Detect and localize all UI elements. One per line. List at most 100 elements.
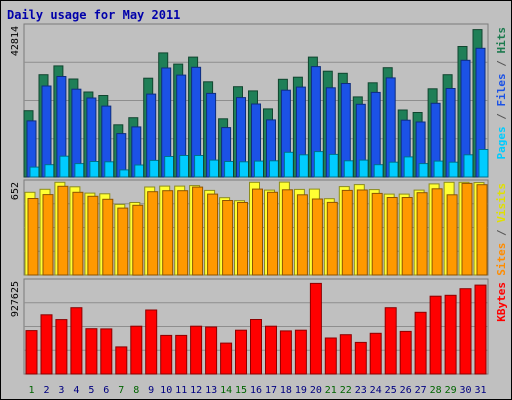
x-tick-label-day-23: 23 [355,385,367,396]
bar-kbytes-day-13 [205,326,218,375]
bar-sites-day-20 [311,198,323,276]
bar-pages-day-20 [313,151,324,178]
x-tick-label-day-31: 31 [474,385,486,396]
bar-sites-day-2 [42,194,54,276]
bar-sites-day-9 [147,191,159,276]
bar-kbytes-day-14 [220,342,233,375]
bar-pages-day-8 [134,164,145,178]
bar-kbytes-day-6 [100,328,113,375]
legend-entry: Visits [495,183,508,223]
x-tick-label-day-4: 4 [73,385,79,396]
x-tick-label-day-29: 29 [445,385,457,396]
bar-sites-day-24 [371,192,383,276]
bar-sites-day-3 [57,185,69,276]
bar-sites-day-18 [281,189,293,276]
bar-pages-day-28 [433,160,444,178]
bar-pages-day-25 [388,161,399,178]
bar-kbytes-day-23 [354,341,367,375]
legend-entry: / [495,54,508,74]
legend-entry: Files [495,73,508,106]
bar-pages-day-23 [358,159,369,178]
bar-sites-day-10 [162,190,174,276]
bar-pages-day-16 [254,160,264,178]
legend-visits-sites: Sites / Visits [495,183,508,276]
bar-sites-day-11 [177,190,189,276]
legend-entry: Sites [495,243,508,276]
chart-title: Daily usage for May 2011 [7,8,180,22]
bar-kbytes-day-27 [414,311,427,375]
bar-pages-day-26 [403,156,414,178]
bar-pages-day-12 [194,155,205,178]
x-tick-label-day-21: 21 [325,385,337,396]
bar-sites-day-28 [431,188,443,276]
bar-kbytes-day-26 [399,330,412,375]
bar-kbytes-day-1 [25,330,38,375]
bar-pages-day-1 [29,166,40,178]
bar-pages-day-17 [269,160,279,178]
bar-pages-day-30 [463,154,474,178]
bar-pages-day-7 [119,169,130,178]
x-tick-label-day-24: 24 [370,385,382,396]
bar-sites-day-13 [207,193,219,276]
bar-kbytes-day-20 [309,282,322,375]
bar-pages-day-3 [59,155,70,178]
bar-kbytes-day-11 [175,334,188,375]
bar-sites-day-26 [401,197,413,276]
legend-entry: / [495,223,508,243]
x-tick-label-day-30: 30 [459,385,471,396]
x-tick-label-day-13: 13 [205,385,217,396]
bar-kbytes-day-3 [55,319,68,375]
bar-sites-day-19 [296,194,308,276]
bar-sites-day-7 [117,207,129,276]
bar-sites-day-25 [386,197,398,276]
bar-sites-day-17 [267,191,278,276]
bar-sites-day-6 [102,198,114,276]
legend-entry: KBytes [495,282,508,322]
bar-pages-day-21 [328,153,339,178]
bar-sites-day-30 [461,182,473,276]
y-max-label: 652 [10,182,21,200]
bar-kbytes-day-18 [279,330,292,375]
bar-pages-day-14 [224,161,235,178]
x-tick-label-day-3: 3 [58,385,64,396]
bar-sites-day-5 [87,195,99,276]
x-tick-label-day-28: 28 [430,385,442,396]
bar-sites-day-16 [252,188,263,276]
bar-files-day-2 [41,85,52,178]
y-max-label: 927625 [10,281,21,317]
x-tick-label-day-5: 5 [88,385,94,396]
bar-kbytes-day-8 [130,325,143,375]
bar-sites-day-4 [72,191,84,276]
panel-kbytes: 927625 KBytes [10,278,508,375]
legend-entry: Hits [495,27,508,54]
bar-sites-day-22 [341,189,353,276]
bar-kbytes-day-17 [265,325,277,375]
bar-pages-day-4 [74,163,85,178]
bar-pages-day-6 [104,161,115,178]
x-tick-label-day-2: 2 [43,385,49,396]
bar-pages-day-2 [44,164,55,178]
x-tick-label-day-12: 12 [190,385,202,396]
x-tick-label-day-16: 16 [250,385,262,396]
bar-pages-day-15 [239,161,249,178]
bar-sites-day-23 [356,189,368,276]
legend-kbytes: KBytes [495,282,508,322]
bar-kbytes-day-24 [369,332,382,375]
x-tick-label-day-19: 19 [295,385,307,396]
x-tick-label-day-7: 7 [118,385,124,396]
bar-sites-day-29 [446,194,458,276]
bar-kbytes-day-25 [384,307,397,375]
bar-pages-day-10 [164,156,175,178]
x-tick-label-day-15: 15 [235,385,247,396]
x-tick-label-day-22: 22 [340,385,352,396]
bar-sites-day-21 [326,201,338,276]
bar-pages-day-11 [179,155,190,178]
bar-kbytes-day-9 [145,309,158,375]
bar-pages-day-13 [209,159,220,178]
panel-visits-sites: 652 Sites / Visits [10,179,508,276]
bar-pages-day-18 [283,151,294,178]
bar-kbytes-day-19 [294,329,307,375]
legend-hits-files-pages: Pages / Files / Hits [495,27,508,160]
x-tick-label-day-11: 11 [175,385,187,396]
bar-sites-day-15 [237,202,248,276]
